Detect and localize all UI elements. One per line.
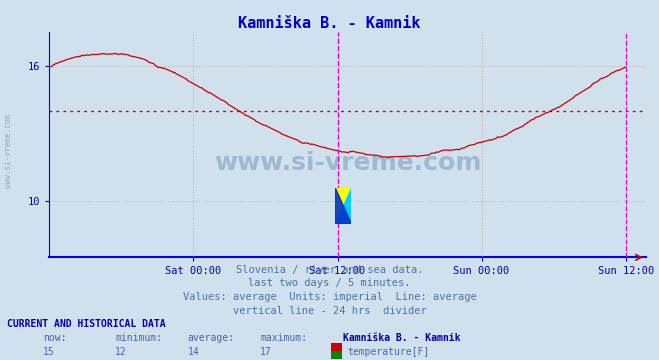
Text: maximum:: maximum:: [260, 333, 307, 343]
Text: 15: 15: [43, 347, 55, 357]
Text: www.si-vreme.com: www.si-vreme.com: [4, 114, 13, 188]
Text: Slovenia / river and sea data.: Slovenia / river and sea data.: [236, 265, 423, 275]
Text: CURRENT AND HISTORICAL DATA: CURRENT AND HISTORICAL DATA: [7, 319, 165, 329]
Text: average:: average:: [188, 333, 235, 343]
Text: Kamniška B. - Kamnik: Kamniška B. - Kamnik: [343, 333, 460, 343]
Text: now:: now:: [43, 333, 67, 343]
Polygon shape: [335, 188, 351, 224]
Text: www.si-vreme.com: www.si-vreme.com: [214, 151, 481, 175]
Polygon shape: [335, 188, 351, 224]
Text: vertical line - 24 hrs  divider: vertical line - 24 hrs divider: [233, 306, 426, 316]
Text: 12: 12: [115, 347, 127, 357]
Text: minimum:: minimum:: [115, 333, 162, 343]
Text: Kamniška B. - Kamnik: Kamniška B. - Kamnik: [239, 16, 420, 31]
Text: 14: 14: [188, 347, 200, 357]
Polygon shape: [335, 188, 351, 224]
Text: 17: 17: [260, 347, 272, 357]
Text: last two days / 5 minutes.: last two days / 5 minutes.: [248, 278, 411, 288]
Text: temperature[F]: temperature[F]: [347, 347, 430, 357]
Text: Values: average  Units: imperial  Line: average: Values: average Units: imperial Line: av…: [183, 292, 476, 302]
